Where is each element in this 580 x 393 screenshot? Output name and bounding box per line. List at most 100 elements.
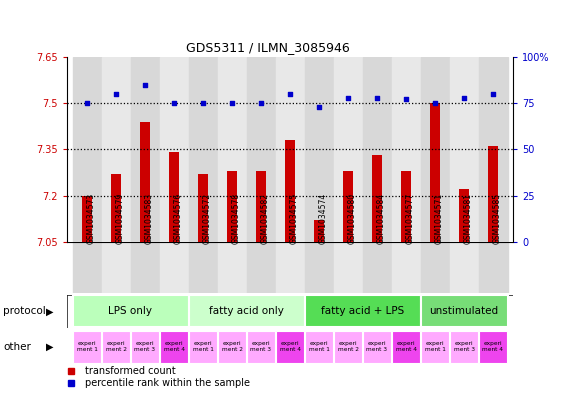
Text: GSM1034572: GSM1034572 — [203, 193, 212, 244]
Bar — [459, 189, 469, 242]
Bar — [130, 242, 160, 293]
Text: GSM1034585: GSM1034585 — [493, 193, 502, 244]
Bar — [304, 242, 333, 293]
Bar — [304, 296, 420, 327]
Bar — [334, 242, 362, 293]
Bar — [188, 242, 218, 293]
Text: GSM1034576: GSM1034576 — [174, 193, 183, 244]
Bar — [246, 331, 276, 363]
Bar — [372, 156, 382, 242]
Bar — [276, 331, 304, 363]
Point — [488, 91, 498, 97]
Text: experi
ment 3: experi ment 3 — [367, 342, 387, 352]
Bar — [227, 171, 237, 242]
Point — [285, 91, 295, 97]
Bar — [130, 331, 160, 363]
Text: GSM1034578: GSM1034578 — [232, 193, 241, 244]
Text: experi
ment 2: experi ment 2 — [338, 342, 358, 352]
Bar — [188, 57, 218, 242]
Text: experi
ment 3: experi ment 3 — [135, 342, 155, 352]
Bar — [160, 331, 188, 363]
Bar — [188, 296, 304, 327]
Bar — [334, 57, 362, 242]
Bar — [450, 242, 478, 293]
Text: ▶: ▶ — [46, 342, 53, 352]
Bar — [111, 174, 121, 242]
Text: GSM1034571: GSM1034571 — [435, 193, 444, 244]
Text: GSM1034577: GSM1034577 — [406, 193, 415, 244]
Text: GSM1034583: GSM1034583 — [145, 193, 154, 244]
Bar — [102, 242, 130, 293]
Point — [459, 94, 469, 101]
Text: transformed count: transformed count — [85, 366, 175, 376]
Text: GSM1034580: GSM1034580 — [348, 193, 357, 244]
Bar — [169, 152, 179, 242]
Text: fatty acid + LPS: fatty acid + LPS — [321, 307, 404, 316]
Bar — [420, 296, 508, 327]
Text: LPS only: LPS only — [108, 307, 153, 316]
Text: other: other — [3, 342, 31, 352]
Text: experi
ment 1: experi ment 1 — [425, 342, 445, 352]
Bar — [478, 331, 508, 363]
Bar — [218, 242, 246, 293]
Bar — [218, 331, 246, 363]
Point — [401, 96, 411, 103]
Point — [314, 104, 324, 110]
Point — [140, 82, 150, 88]
Text: experi
ment 2: experi ment 2 — [222, 342, 242, 352]
Text: GSM1034582: GSM1034582 — [261, 193, 270, 244]
Text: experi
ment 1: experi ment 1 — [77, 342, 97, 352]
Point — [169, 100, 179, 106]
Bar — [72, 296, 188, 327]
Bar — [420, 331, 450, 363]
Text: experi
ment 4: experi ment 4 — [280, 342, 300, 352]
Bar — [72, 57, 102, 242]
Bar — [246, 57, 276, 242]
Bar — [362, 242, 392, 293]
Bar — [102, 331, 130, 363]
Bar — [285, 140, 295, 242]
Bar — [334, 331, 362, 363]
Bar — [430, 103, 440, 242]
Bar — [256, 171, 266, 242]
Bar — [362, 331, 392, 363]
Text: experi
ment 1: experi ment 1 — [309, 342, 329, 352]
Bar — [218, 57, 246, 242]
Bar — [276, 57, 304, 242]
Bar — [392, 242, 420, 293]
Point — [198, 100, 208, 106]
Bar — [420, 57, 450, 242]
Text: protocol: protocol — [3, 307, 46, 316]
Bar — [304, 57, 333, 242]
Bar — [392, 57, 420, 242]
Bar — [102, 57, 130, 242]
Bar — [72, 331, 102, 363]
Bar — [478, 242, 508, 293]
Text: GSM1034584: GSM1034584 — [377, 193, 386, 244]
Bar — [401, 171, 411, 242]
Bar — [72, 242, 102, 293]
Text: experi
ment 4: experi ment 4 — [164, 342, 184, 352]
Bar — [246, 242, 276, 293]
Bar — [130, 57, 160, 242]
Text: experi
ment 3: experi ment 3 — [454, 342, 474, 352]
Point — [372, 94, 382, 101]
Bar — [450, 331, 478, 363]
Point — [227, 100, 237, 106]
Text: fatty acid only: fatty acid only — [209, 307, 284, 316]
Text: percentile rank within the sample: percentile rank within the sample — [85, 378, 249, 388]
Text: GSM1034581: GSM1034581 — [464, 193, 473, 244]
Text: GSM1034575: GSM1034575 — [290, 193, 299, 244]
Point — [82, 100, 92, 106]
Point — [111, 91, 121, 97]
Text: experi
ment 3: experi ment 3 — [251, 342, 271, 352]
Title: GDS5311 / ILMN_3085946: GDS5311 / ILMN_3085946 — [186, 41, 350, 54]
Bar — [188, 331, 218, 363]
Bar — [304, 331, 333, 363]
Point — [256, 100, 266, 106]
Bar — [420, 242, 450, 293]
Bar — [478, 57, 508, 242]
Bar — [392, 331, 420, 363]
Text: GSM1034574: GSM1034574 — [319, 193, 328, 244]
Text: experi
ment 4: experi ment 4 — [396, 342, 416, 352]
